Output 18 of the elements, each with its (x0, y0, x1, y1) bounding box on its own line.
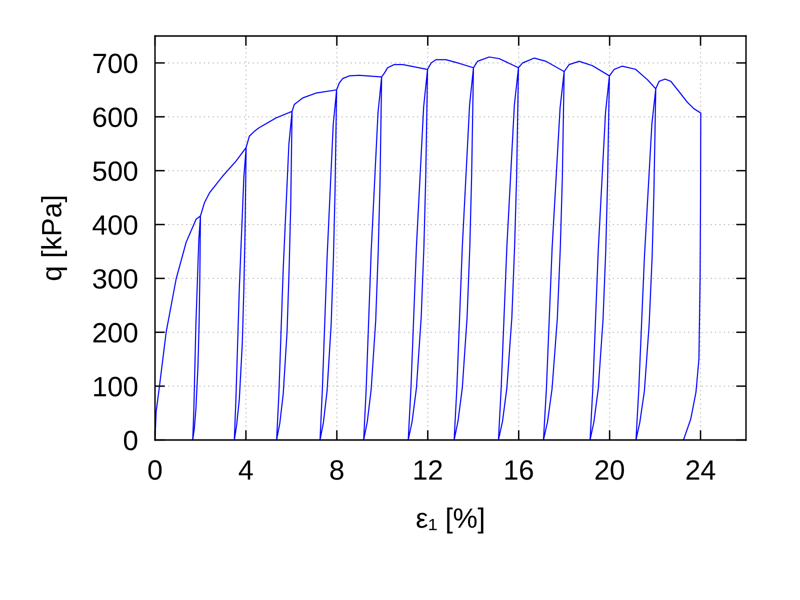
x-tick-label: 8 (330, 460, 344, 480)
y-tick-label: 400 (92, 215, 138, 235)
x-tick-label: 20 (596, 460, 624, 480)
y-axis-title: q [kPa] (41, 196, 67, 280)
x-tick-label: 4 (238, 460, 253, 480)
y-tick-label: 200 (93, 322, 138, 343)
y-tick-label: 600 (93, 107, 138, 128)
x-tick-label: 24 (686, 460, 716, 480)
x-tick-label: 16 (505, 460, 533, 480)
y-tick-label: 100 (94, 376, 138, 396)
y-tick-label: 700 (93, 54, 138, 74)
x-tick-label: 0 (148, 460, 162, 480)
x-tick-label: 12 (414, 460, 442, 480)
y-tick-label: 300 (93, 269, 138, 289)
y-tick-label: 500 (93, 161, 138, 182)
y-tick-label: 0 (124, 430, 138, 450)
line-series (155, 56, 702, 440)
x-axis-title: ε₁ [%] (416, 508, 484, 534)
